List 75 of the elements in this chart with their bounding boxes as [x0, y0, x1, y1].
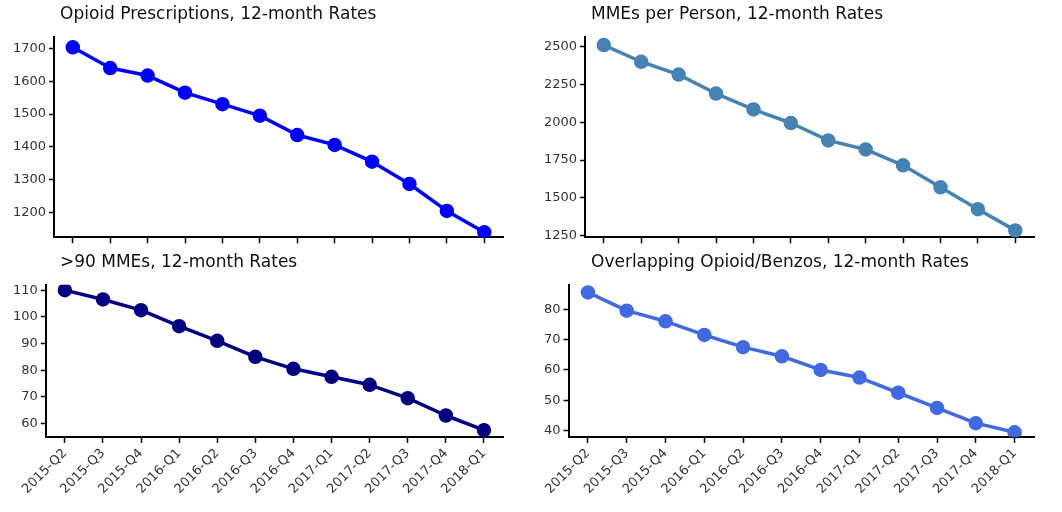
- point: [327, 137, 342, 153]
- point: [580, 285, 596, 300]
- y-tick-label: 1600: [12, 72, 47, 88]
- y-tick-label: 70: [544, 330, 561, 346]
- y-tick-label: 60: [544, 361, 561, 377]
- y-tick-label: 2250: [543, 75, 578, 91]
- point: [177, 85, 193, 100]
- point: [438, 408, 454, 423]
- point: [970, 201, 986, 217]
- point: [813, 362, 828, 378]
- y-tick-label: 90: [21, 334, 38, 350]
- y-tick-label: 60: [21, 414, 38, 430]
- point: [929, 400, 945, 416]
- y-tick-label: 70: [21, 388, 38, 404]
- point: [671, 67, 686, 82]
- point: [57, 284, 73, 298]
- point: [364, 154, 380, 169]
- point: [286, 361, 301, 377]
- point: [746, 102, 761, 117]
- point: [1007, 425, 1022, 437]
- point: [858, 142, 873, 157]
- point: [252, 108, 268, 123]
- point: [735, 339, 751, 355]
- point: [171, 318, 187, 334]
- point: [290, 127, 305, 143]
- point: [619, 303, 634, 318]
- point: [476, 422, 492, 437]
- y-tick-label: 1300: [12, 171, 47, 187]
- y-tick-label: 40: [544, 422, 561, 438]
- point: [215, 96, 230, 112]
- point: [439, 203, 455, 219]
- y-tick-label: 1700: [12, 39, 47, 55]
- point: [596, 37, 612, 53]
- point: [933, 180, 948, 195]
- chart-title: MMEs per Person, 12-month Rates: [590, 2, 885, 25]
- point: [968, 415, 984, 431]
- point: [658, 314, 673, 329]
- point: [362, 377, 377, 393]
- y-tick-label: 1200: [12, 203, 47, 219]
- chart-title: >90 MMEs, 12-month Rates: [59, 250, 299, 273]
- y-tick-label: 1750: [543, 151, 578, 167]
- point: [783, 115, 799, 131]
- point: [133, 302, 149, 318]
- y-tick-label: 100: [12, 308, 38, 324]
- point: [633, 54, 649, 70]
- y-tick-label: 2500: [543, 38, 578, 54]
- point: [95, 292, 111, 307]
- y-tick-label: 110: [12, 281, 38, 297]
- point: [774, 349, 790, 364]
- point: [697, 327, 712, 343]
- point: [210, 333, 225, 349]
- y-tick-label: 1250: [543, 227, 578, 243]
- point: [65, 40, 81, 55]
- point: [477, 225, 492, 238]
- point: [821, 133, 836, 148]
- point: [140, 68, 155, 83]
- chart-title: Opioid Prescriptions, 12-month Rates: [59, 2, 378, 25]
- y-tick-label: 2000: [543, 113, 578, 129]
- point: [102, 60, 118, 76]
- point: [852, 370, 867, 385]
- point: [402, 176, 417, 192]
- y-tick-label: 1500: [543, 189, 578, 205]
- point: [890, 385, 906, 400]
- point: [895, 158, 911, 173]
- y-tick-label: 80: [21, 361, 38, 377]
- point: [708, 86, 724, 101]
- point: [324, 369, 339, 385]
- point: [400, 390, 415, 406]
- y-tick-label: 50: [544, 391, 561, 407]
- y-tick-label: 80: [544, 300, 561, 316]
- y-tick-label: 1500: [12, 105, 47, 121]
- point: [1008, 223, 1023, 238]
- chart-title: Overlapping Opioid/Benzos, 12-month Rates: [590, 250, 970, 273]
- y-tick-label: 1400: [12, 138, 47, 154]
- point: [248, 349, 263, 365]
